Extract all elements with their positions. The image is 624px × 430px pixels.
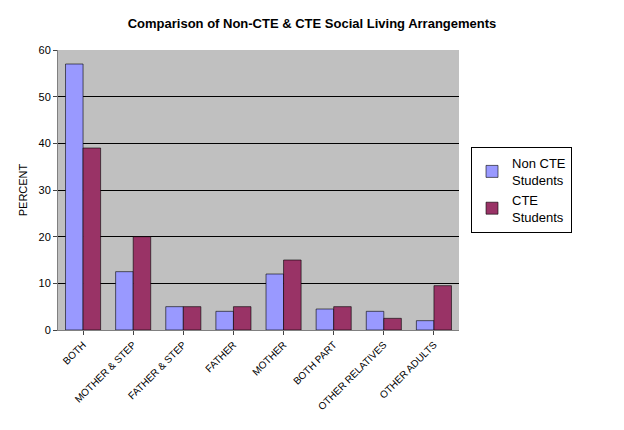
svg-text:30: 30 xyxy=(39,184,51,196)
svg-text:Non CTEStudents: Non CTEStudents xyxy=(512,156,566,188)
svg-text:OTHER RELATIVES: OTHER RELATIVES xyxy=(316,339,389,412)
svg-text:10: 10 xyxy=(39,277,51,289)
svg-text:BOTH: BOTH xyxy=(61,339,88,366)
svg-text:60: 60 xyxy=(39,44,51,56)
svg-text:OTHER ADULTS: OTHER ADULTS xyxy=(377,339,439,401)
svg-text:50: 50 xyxy=(39,91,51,103)
svg-text:Comparison of Non-CTE & CTE So: Comparison of Non-CTE & CTE Social Livin… xyxy=(128,16,497,31)
svg-text:MOTHER & STEP: MOTHER & STEP xyxy=(73,339,139,405)
svg-text:MOTHER: MOTHER xyxy=(250,339,288,377)
svg-text:FATHER & STEP: FATHER & STEP xyxy=(126,339,188,401)
svg-text:CTEStudents: CTEStudents xyxy=(512,193,564,225)
svg-text:40: 40 xyxy=(39,137,51,149)
svg-text:PERCENT: PERCENT xyxy=(17,163,29,216)
svg-text:0: 0 xyxy=(45,324,51,336)
svg-text:FATHER: FATHER xyxy=(203,339,238,374)
svg-text:20: 20 xyxy=(39,231,51,243)
svg-text:BOTH PART: BOTH PART xyxy=(291,339,339,387)
